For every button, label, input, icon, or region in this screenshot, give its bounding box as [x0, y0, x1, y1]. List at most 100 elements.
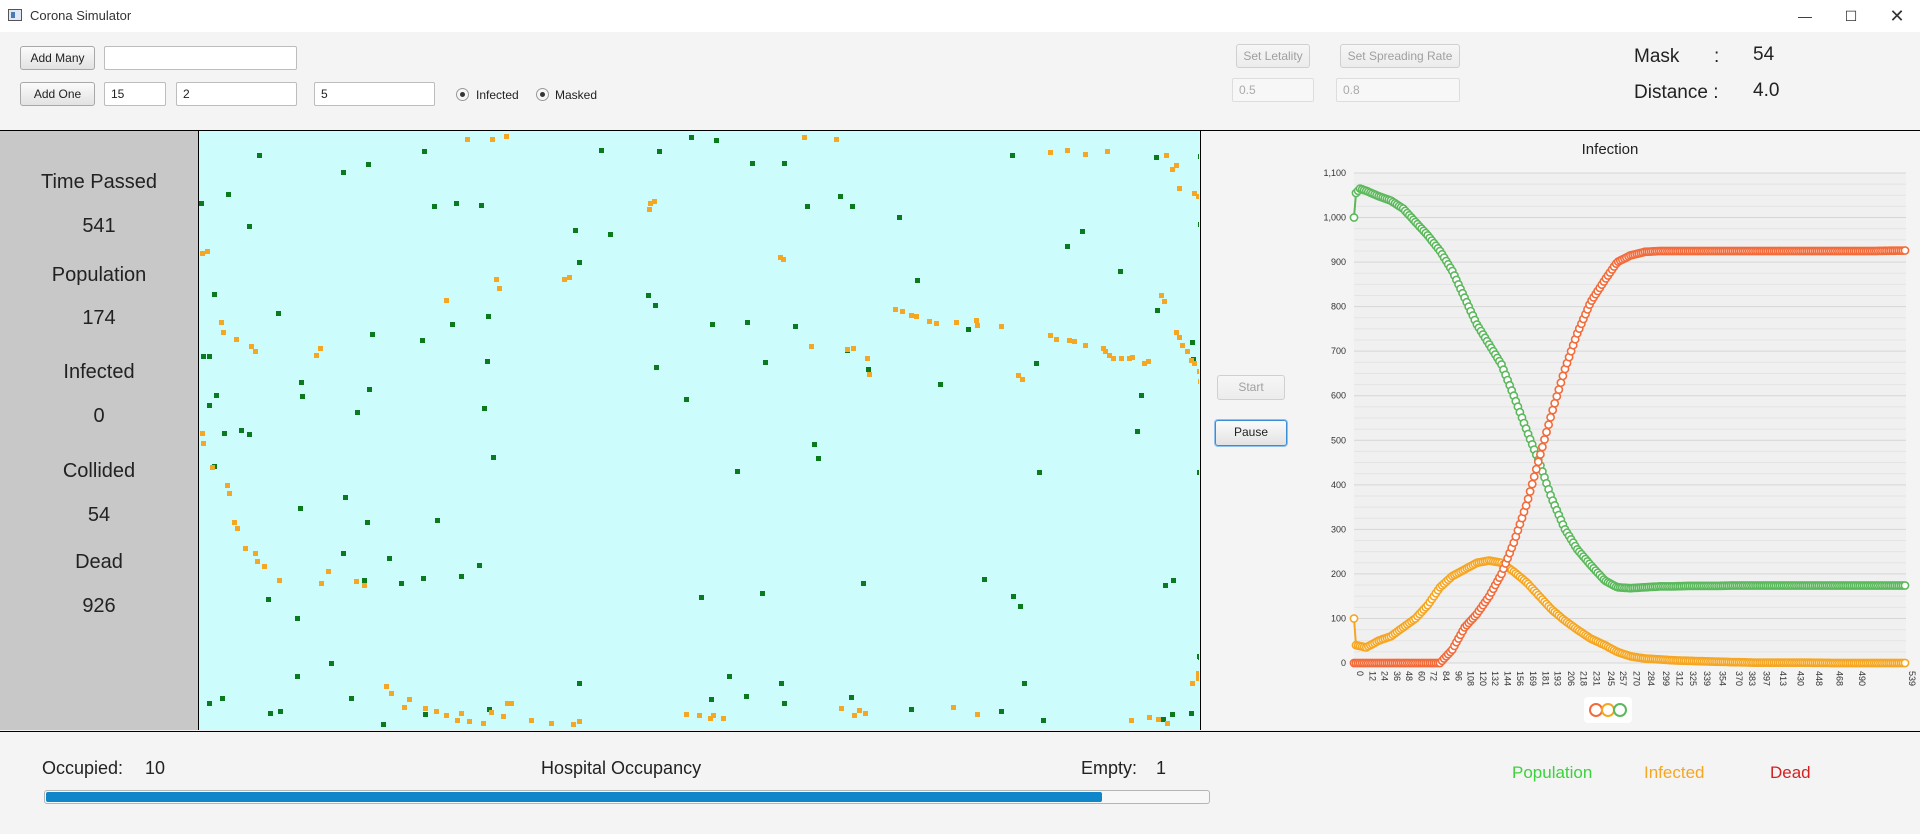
infected-person-dot: [262, 564, 267, 569]
time-passed-value: 541: [82, 215, 116, 237]
healthy-person-dot: [577, 260, 582, 265]
infected-radio[interactable]: [456, 88, 469, 101]
window-title: Corona Simulator: [30, 8, 132, 23]
healthy-person-dot: [684, 397, 689, 402]
y-tick-label: 300: [1331, 524, 1346, 534]
healthy-person-dot: [477, 563, 482, 568]
add-one-input-3[interactable]: 5: [314, 82, 435, 106]
lethality-input[interactable]: 0.5: [1232, 78, 1314, 102]
infected-person-dot: [277, 578, 282, 583]
healthy-person-dot: [982, 577, 987, 582]
occupied-value: 10: [145, 758, 166, 778]
healthy-person-dot: [850, 204, 855, 209]
minimize-icon[interactable]: —: [1798, 8, 1812, 24]
maximize-icon[interactable]: ☐: [1844, 8, 1858, 24]
spreading-rate-input[interactable]: 0.8: [1336, 78, 1460, 102]
infected-person-dot: [927, 319, 932, 324]
y-tick-label: 1,100: [1323, 168, 1346, 178]
healthy-person-dot: [365, 520, 370, 525]
chart-title: Infection: [1582, 141, 1639, 158]
healthy-person-dot: [257, 153, 262, 158]
healthy-person-dot: [744, 694, 749, 699]
chart-legend-box: [1584, 697, 1632, 723]
x-tick-label: 245: [1606, 671, 1616, 686]
healthy-person-dot: [268, 711, 273, 716]
dead-point: [1558, 371, 1568, 381]
hospital-occupancy-bar: [44, 790, 1210, 804]
simulation-field: [199, 131, 1199, 730]
add-many-button[interactable]: Add Many: [20, 46, 95, 70]
infected-person-dot: [1192, 191, 1197, 196]
infected-person-dot: [467, 719, 472, 724]
infected-person-dot: [1192, 361, 1197, 366]
infected-person-dot: [326, 569, 331, 574]
infected-person-dot: [423, 706, 428, 711]
healthy-person-dot: [201, 354, 206, 359]
infected-person-dot: [1065, 148, 1070, 153]
healthy-person-dot: [838, 194, 843, 199]
infected-person-dot: [201, 441, 206, 446]
infected-person-dot: [225, 483, 230, 488]
dead-point: [1529, 472, 1539, 482]
x-tick-label: 181: [1540, 671, 1550, 686]
set-lethality-button[interactable]: Set Letality: [1236, 44, 1310, 68]
legend-dead-label: Dead: [1770, 763, 1811, 782]
infected-person-dot: [851, 346, 856, 351]
infected-person-dot: [455, 718, 460, 723]
infected-person-dot: [1159, 293, 1164, 298]
masked-radio[interactable]: [536, 88, 549, 101]
infected-person-dot: [234, 337, 239, 342]
healthy-person-dot: [1065, 244, 1070, 249]
infected-person-dot: [834, 137, 839, 142]
infected-person-dot: [1196, 671, 1199, 676]
healthy-person-dot: [362, 578, 367, 583]
x-tick-label: 448: [1814, 671, 1824, 686]
close-icon[interactable]: ✕: [1889, 6, 1905, 26]
healthy-person-dot: [745, 320, 750, 325]
healthy-person-dot: [266, 597, 271, 602]
healthy-person-dot: [298, 506, 303, 511]
infected-person-dot: [999, 324, 1004, 329]
infected-person-dot: [909, 313, 914, 318]
infected-person-dot: [577, 719, 582, 724]
start-button[interactable]: Start: [1217, 375, 1285, 400]
healthy-person-dot: [1135, 429, 1140, 434]
infected-person-dot: [402, 705, 407, 710]
pause-button[interactable]: Pause: [1215, 420, 1287, 446]
infected-person-dot: [318, 346, 323, 351]
distance-value: 4.0: [1753, 80, 1780, 101]
healthy-person-dot: [341, 551, 346, 556]
infected-person-dot: [914, 314, 919, 319]
add-many-input[interactable]: [104, 46, 297, 70]
healthy-person-dot: [699, 595, 704, 600]
population-point: [1349, 213, 1359, 222]
infected-person-dot: [1130, 355, 1135, 360]
set-spreading-rate-button[interactable]: Set Spreading Rate: [1340, 44, 1460, 68]
infected-person-dot: [497, 286, 502, 291]
healthy-person-dot: [938, 382, 943, 387]
x-tick-label: 156: [1515, 671, 1525, 686]
infected-person-dot: [867, 372, 872, 377]
add-one-input-2[interactable]: 2: [176, 82, 297, 106]
infected-person-dot: [444, 713, 449, 718]
infected-person-dot: [1101, 346, 1106, 351]
time-passed-label: Time Passed: [41, 171, 157, 193]
legend-population-symbol: [1613, 703, 1627, 717]
infected-person-dot: [1162, 299, 1167, 304]
x-tick-label: 370: [1734, 671, 1744, 686]
healthy-person-dot: [423, 712, 428, 717]
legend-dead-symbol: [1589, 703, 1603, 717]
infected-person-dot: [314, 353, 319, 358]
healthy-person-dot: [646, 293, 651, 298]
infected-person-dot: [1197, 369, 1199, 374]
y-tick-label: 1,000: [1323, 213, 1346, 223]
add-one-input-1[interactable]: 15: [104, 82, 166, 106]
infected-person-dot: [389, 691, 394, 696]
healthy-person-dot: [226, 192, 231, 197]
infected-person-dot: [1180, 343, 1185, 348]
healthy-person-dot: [239, 428, 244, 433]
healthy-person-dot: [247, 224, 252, 229]
infected-person-dot: [1054, 337, 1059, 342]
infected-person-dot: [1020, 377, 1025, 382]
add-one-button[interactable]: Add One: [20, 82, 95, 106]
